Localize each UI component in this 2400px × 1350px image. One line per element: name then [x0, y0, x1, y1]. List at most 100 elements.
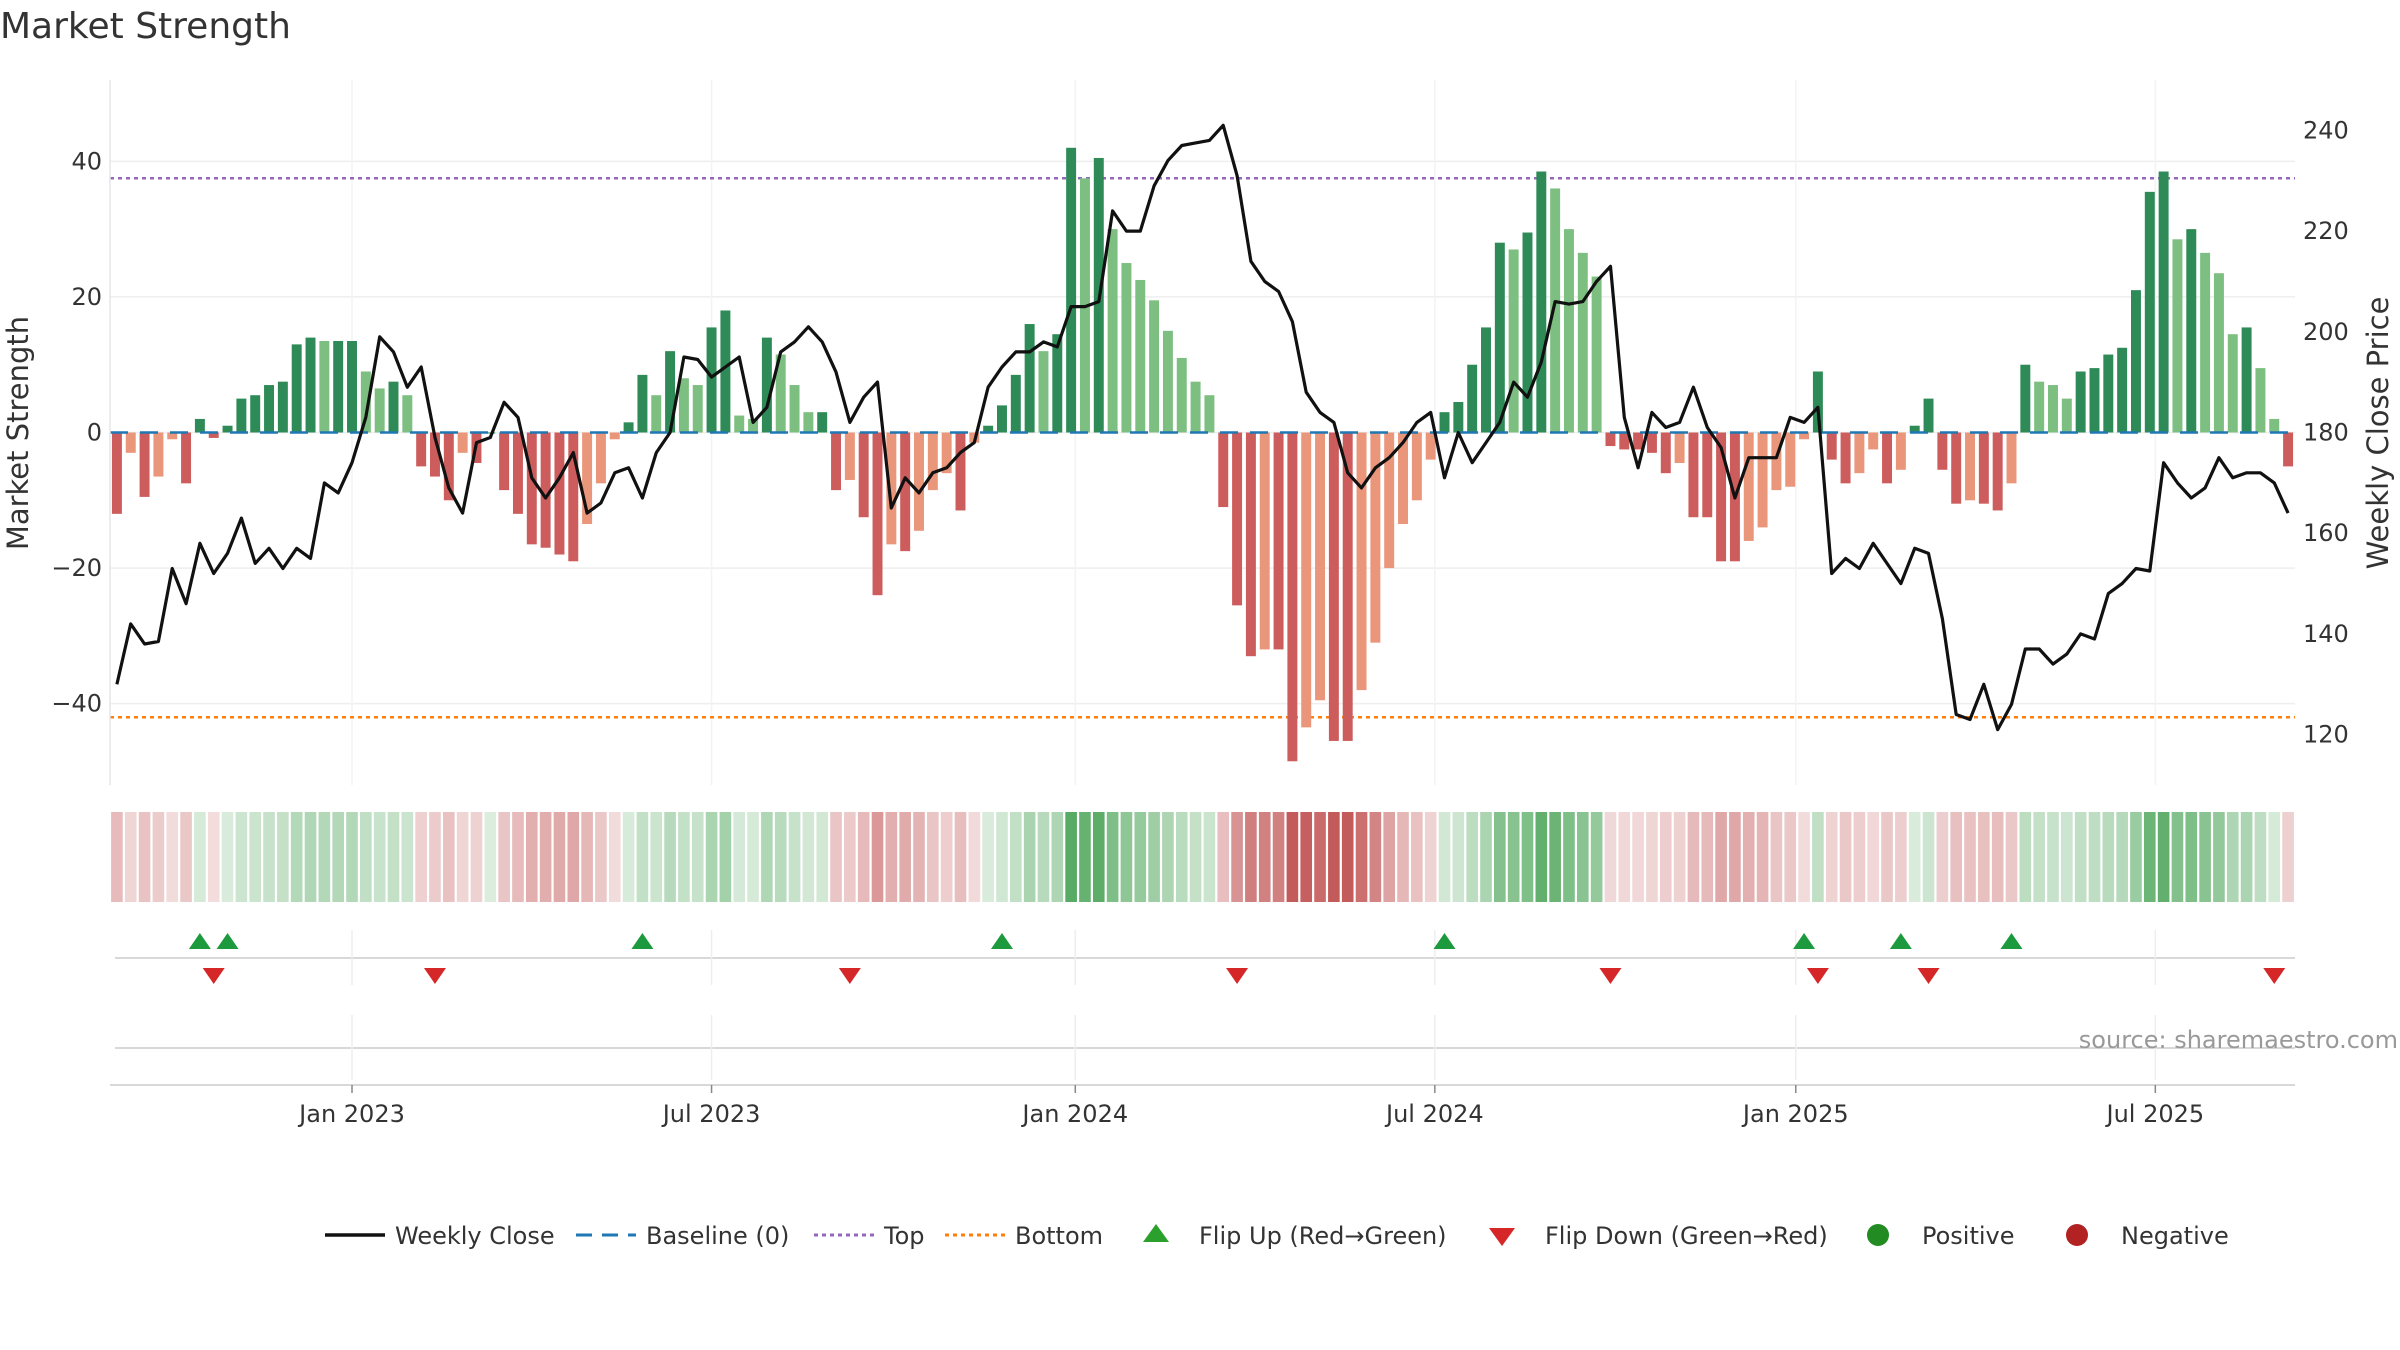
strip-cell — [553, 812, 566, 902]
strength-bar — [111, 432, 122, 514]
strength-bar — [2006, 432, 2017, 484]
strip-cell — [373, 812, 386, 902]
strip-cell — [1798, 812, 1810, 902]
strength-bar — [1757, 432, 1768, 528]
strip-cell — [2019, 812, 2032, 902]
legend-label: Positive — [1922, 1222, 2015, 1250]
strip-cell — [2005, 812, 2018, 902]
flip-up-marker — [216, 933, 239, 949]
strip-cell — [415, 812, 427, 902]
strength-bar — [1481, 327, 1491, 433]
strip-cell — [1438, 812, 1451, 902]
strength-bar — [443, 432, 454, 501]
strength-bar — [955, 432, 966, 511]
strength-bar — [1895, 432, 1906, 470]
legend-item: Baseline (0) — [576, 1222, 789, 1250]
strength-bar — [1384, 432, 1395, 569]
strip-cell — [844, 812, 856, 902]
strength-bar — [2186, 229, 2197, 433]
y-tick-label-left: −40 — [51, 690, 102, 718]
flip-up-marker — [1793, 933, 1816, 949]
strip-cell — [595, 812, 607, 902]
sign-dots-panel — [115, 1015, 2295, 1080]
strength-bar — [1978, 432, 1989, 504]
strip-cell — [1908, 812, 1921, 902]
strength-bar — [2117, 347, 2128, 433]
strength-bar — [305, 337, 316, 433]
strip-cell — [1521, 812, 1534, 902]
strength-bar — [2061, 398, 2072, 433]
strip-cell — [940, 812, 953, 902]
strip-cell — [1742, 812, 1755, 902]
strength-bar — [2144, 191, 2155, 433]
strip-cell — [1867, 812, 1880, 902]
strip-cell — [1328, 812, 1340, 902]
strength-bar — [1550, 188, 1561, 433]
strip-cell — [1189, 812, 1202, 902]
strip-cell — [332, 812, 344, 902]
strength-bar — [1688, 432, 1699, 518]
strength-bar — [208, 432, 219, 438]
strength-bar — [651, 395, 662, 433]
strip-cell — [1659, 812, 1672, 902]
strip-cell — [691, 812, 704, 902]
strip-cell — [2047, 812, 2059, 902]
strip-cell — [1203, 812, 1216, 902]
strip-cell — [622, 812, 635, 902]
strip-cell — [180, 812, 192, 902]
strip-cell — [1590, 812, 1603, 902]
strength-bar — [914, 432, 924, 531]
strength-bar — [1328, 432, 1339, 741]
strip-cell — [263, 812, 275, 902]
chart-title: Market Strength — [0, 6, 291, 47]
legend-item: Weekly Close — [325, 1222, 555, 1250]
strip-cell — [1494, 812, 1506, 902]
strength-bar — [665, 351, 676, 433]
strip-cell — [1480, 812, 1492, 902]
strength-bar — [319, 340, 330, 433]
flip-down-marker — [2263, 968, 2286, 984]
flip-down-marker — [202, 968, 225, 984]
strength-bar — [2283, 432, 2294, 467]
x-tick-label: Jul 2023 — [661, 1100, 761, 1128]
legend-circle-icon — [2066, 1224, 2088, 1246]
strip-cell — [1687, 812, 1700, 902]
strip-cell — [1023, 812, 1036, 902]
strip-cell — [581, 812, 593, 902]
strip-cell — [1258, 812, 1271, 902]
flip-down-marker — [1226, 968, 1249, 984]
strip-cell — [567, 812, 580, 902]
strength-bar — [1826, 432, 1837, 460]
strength-bar — [2200, 252, 2211, 433]
strength-bar — [1591, 276, 1602, 433]
y-tick-label-right: 120 — [2303, 721, 2349, 749]
strength-bar — [2089, 368, 2100, 433]
strip-cell — [1079, 812, 1091, 902]
flip-up-marker — [1889, 933, 1912, 949]
legend-circle-icon — [1867, 1224, 1889, 1246]
strip-cell — [885, 812, 898, 902]
strength-bar — [485, 432, 496, 434]
strength-bar — [761, 337, 772, 433]
strength-bar — [900, 432, 911, 552]
strip-cell — [2254, 812, 2267, 902]
strip-cell — [2130, 812, 2142, 902]
strength-bar — [512, 432, 523, 514]
strip-cell — [1895, 812, 1907, 902]
strip-cell — [830, 812, 842, 902]
strip-cell — [857, 812, 870, 902]
strength-bar — [1812, 371, 1823, 433]
strip-cell — [1825, 812, 1838, 902]
strength-bar — [582, 432, 593, 525]
strength-bar — [1854, 432, 1865, 474]
weekly-close-series — [115, 123, 2290, 732]
strength-bar — [1633, 432, 1644, 450]
strip-cell — [2226, 812, 2239, 902]
strip-cell — [111, 812, 123, 902]
strength-bar — [457, 432, 468, 453]
strip-cell — [2157, 812, 2170, 902]
strip-cell — [470, 812, 483, 902]
strip-cell — [443, 812, 455, 902]
strength-bar — [1536, 171, 1547, 433]
strength-bar — [416, 432, 427, 467]
